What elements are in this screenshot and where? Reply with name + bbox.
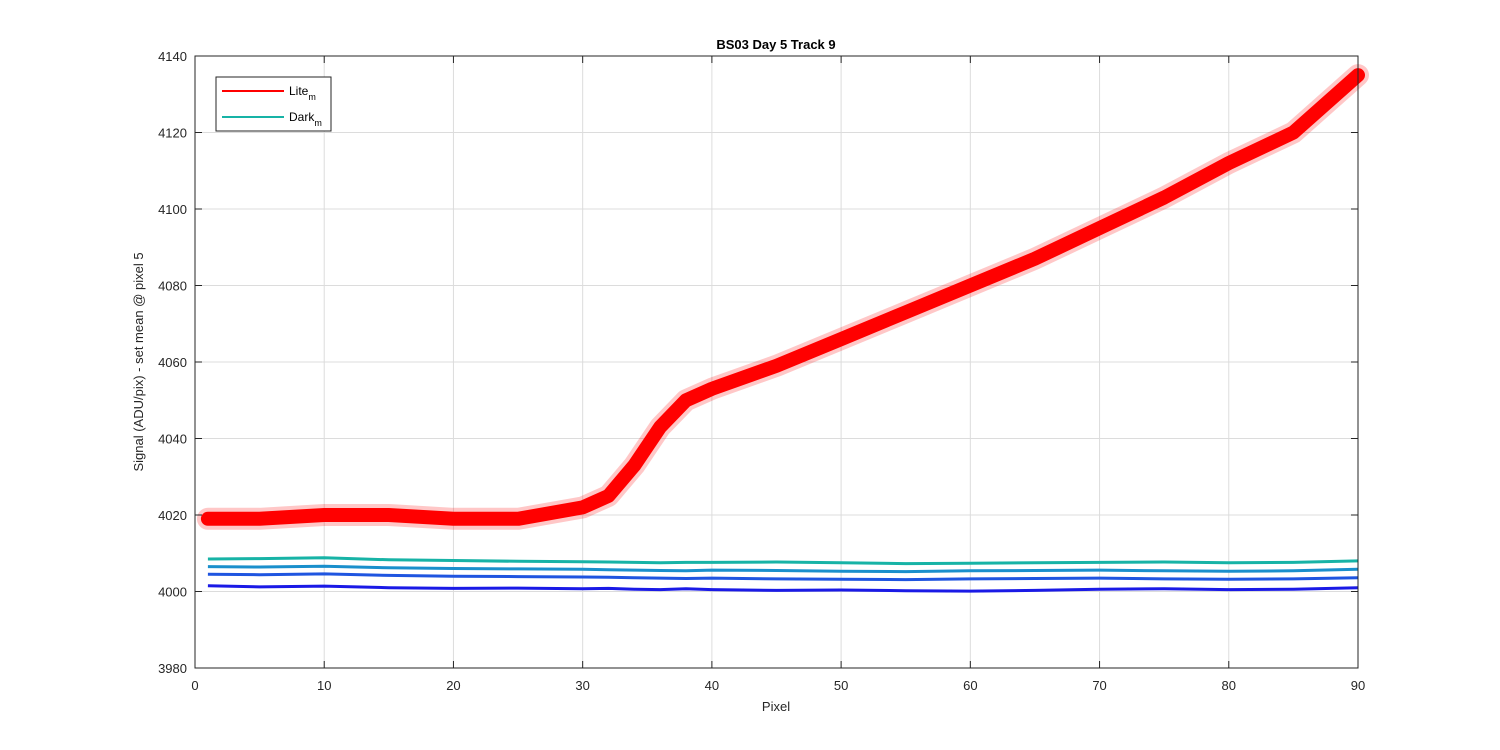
dark-series-line bbox=[207, 556, 1359, 566]
y-tick-label: 4020 bbox=[158, 508, 187, 523]
dark-series-line bbox=[207, 584, 1359, 593]
x-tick-label: 0 bbox=[191, 678, 198, 693]
x-tick-label: 80 bbox=[1222, 678, 1236, 693]
x-tick-label: 50 bbox=[834, 678, 848, 693]
x-tick-label: 60 bbox=[963, 678, 977, 693]
x-tick-label: 90 bbox=[1351, 678, 1365, 693]
x-tick-label: 20 bbox=[446, 678, 460, 693]
y-tick-label: 4140 bbox=[158, 49, 187, 64]
legend-box bbox=[215, 76, 332, 132]
y-axis-label: Signal (ADU/pix) - set mean @ pixel 5 bbox=[131, 252, 146, 471]
y-tick-label: 4080 bbox=[158, 279, 187, 294]
legend-entry-label: Litem bbox=[289, 84, 316, 102]
y-tick-label: 4060 bbox=[158, 355, 187, 370]
x-axis-tick-labels: 0 10 20 30 40 50 60 70 80 90 bbox=[191, 678, 1365, 693]
axis-ticks bbox=[194, 55, 1359, 669]
dark-series-line bbox=[207, 564, 1359, 574]
y-tick-label: 4000 bbox=[158, 585, 187, 600]
y-tick-label: 3980 bbox=[158, 661, 187, 676]
x-tick-label: 10 bbox=[317, 678, 331, 693]
legend: Litem Darkm bbox=[215, 76, 332, 132]
dark-series-line bbox=[207, 572, 1359, 582]
series-layer bbox=[196, 64, 1369, 593]
x-tick-label: 30 bbox=[575, 678, 589, 693]
y-tick-label: 4040 bbox=[158, 432, 187, 447]
lite-series-line bbox=[200, 68, 1365, 526]
legend-entry-label: Darkm bbox=[289, 110, 322, 128]
y-axis-tick-labels: 3980 4000 4020 4040 4060 4080 4100 4120 4140 bbox=[158, 49, 187, 676]
chart-title: BS03 Day 5 Track 9 bbox=[716, 37, 835, 52]
x-tick-label: 70 bbox=[1092, 678, 1106, 693]
x-tick-label: 40 bbox=[705, 678, 719, 693]
y-tick-label: 4100 bbox=[158, 202, 187, 217]
x-axis-label: Pixel bbox=[762, 699, 790, 714]
y-tick-label: 4120 bbox=[158, 126, 187, 141]
